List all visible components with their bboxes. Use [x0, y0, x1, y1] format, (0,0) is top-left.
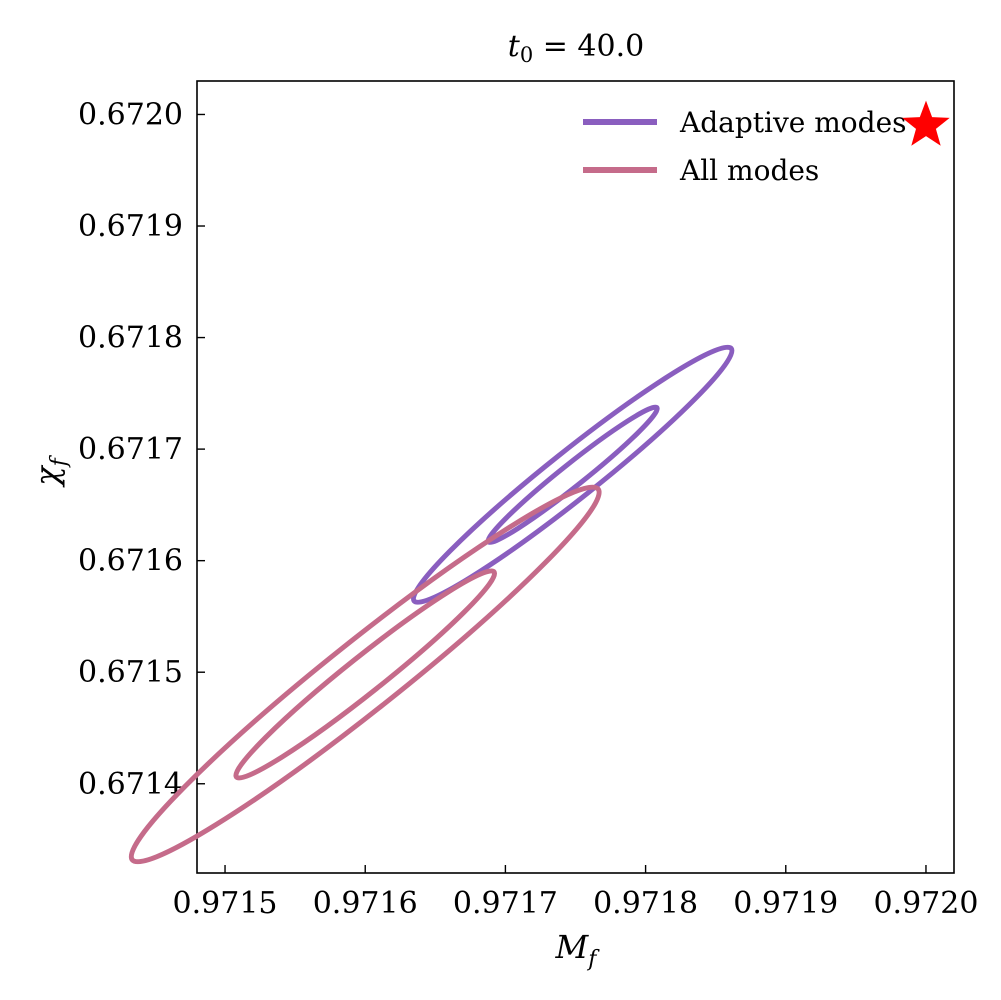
y-axis-label: χf [28, 454, 72, 487]
y-tick-label: 0.6716 [78, 544, 183, 579]
posterior-contours [128, 344, 735, 865]
y-tick-label: 0.6717 [78, 432, 183, 467]
y-tick-label: 0.6718 [78, 321, 183, 356]
legend-label: Adaptive modes [679, 106, 907, 139]
legend: Adaptive modes All modes [583, 106, 907, 187]
chart-title: t0 = 40.0 [508, 29, 644, 67]
x-tick-label: 0.9716 [313, 886, 418, 921]
x-tick-label: 0.9715 [173, 886, 278, 921]
x-axis: 0.9715 0.9716 0.9717 0.9718 0.9719 0.9720 [173, 865, 978, 921]
y-axis: 0.6714 0.6715 0.6716 0.6717 0.6718 0.6719 0.67… [78, 97, 205, 802]
markers [902, 100, 950, 146]
true-value-star-marker [902, 100, 950, 146]
y-tick-label: 0.6720 [78, 97, 183, 132]
contour-ellipse [128, 484, 602, 865]
x-tick-label: 0.9720 [873, 886, 978, 921]
plot-area [196, 80, 955, 874]
x-tick-label: 0.9717 [453, 886, 558, 921]
x-tick-label: 0.9718 [593, 886, 698, 921]
x-axis-label: Mf [555, 928, 601, 972]
y-tick-label: 0.6719 [78, 209, 183, 244]
y-tick-label: 0.6714 [78, 767, 183, 802]
contour-ellipse [410, 344, 735, 605]
contour-ellipse [233, 568, 498, 781]
y-tick-label: 0.6715 [78, 655, 183, 690]
x-tick-label: 0.9719 [733, 886, 838, 921]
legend-label: All modes [679, 154, 819, 187]
